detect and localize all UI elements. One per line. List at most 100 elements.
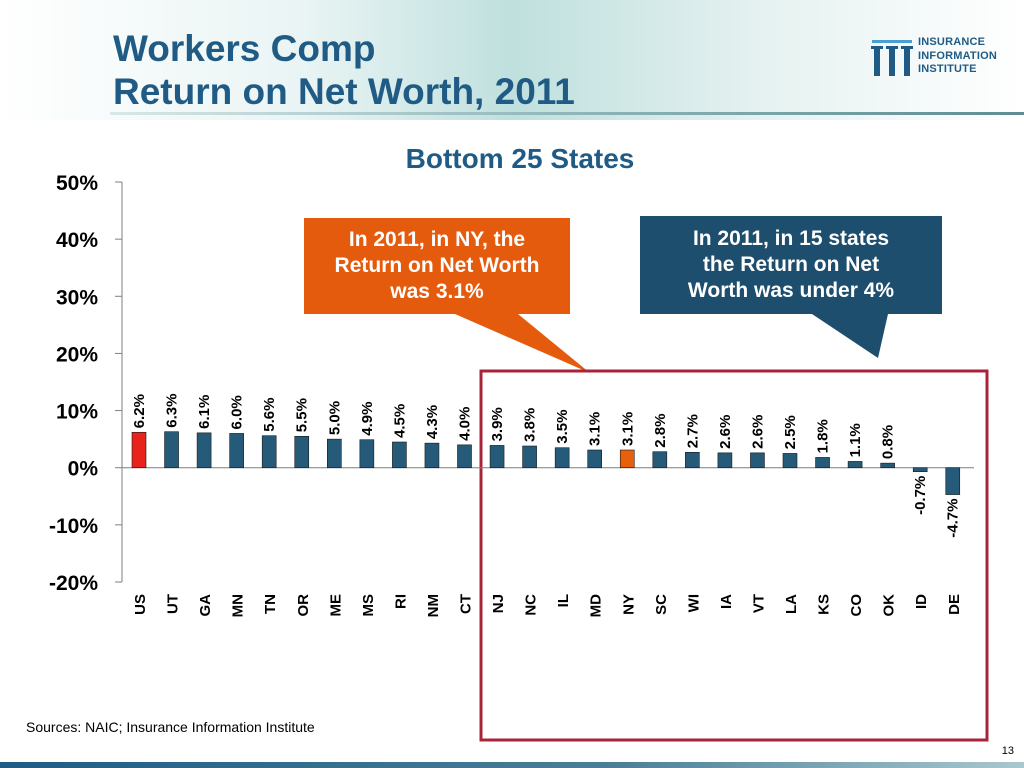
bar-ia <box>717 452 733 469</box>
x-tick-label-ny: NY <box>620 594 637 615</box>
logo-text: INSURANCE INFORMATION INSTITUTE <box>918 36 997 77</box>
data-label-nm: 4.3% <box>424 405 441 439</box>
bar-mn <box>229 433 244 469</box>
bar-vt <box>750 452 765 469</box>
header-band <box>0 0 1024 120</box>
x-tick-label-ga: GA <box>197 594 214 617</box>
data-label-nc: 3.8% <box>522 408 539 442</box>
x-tick-label-ri: RI <box>392 594 409 609</box>
data-label-md: 3.1% <box>587 412 604 446</box>
data-label-co: 1.1% <box>847 423 864 457</box>
callout-states-line-1: In 2011, in 15 states <box>692 227 890 250</box>
iii-logo: INSURANCE INFORMATION INSTITUTE <box>870 36 1020 78</box>
callout-ny-line-1: In 2011, in NY, the <box>348 228 526 251</box>
footer-bar <box>0 762 1024 768</box>
callout-states-line-3: Worth was under 4% <box>687 279 895 302</box>
data-label-ms: 4.9% <box>359 402 376 436</box>
bar-tn <box>261 435 277 469</box>
bar-md <box>587 449 603 469</box>
highlight-box <box>479 369 989 742</box>
x-tick-label-me: ME <box>327 594 344 617</box>
data-label-tn: 5.6% <box>261 398 278 432</box>
x-tick-label-co: CO <box>848 594 865 617</box>
bar-ga <box>196 432 212 469</box>
bar-ms <box>359 439 375 469</box>
callout-ny-line-3: was 3.1% <box>390 280 484 303</box>
data-label-mn: 6.0% <box>229 395 246 429</box>
bar-co <box>847 461 863 469</box>
y-tick-label: 20% <box>56 343 98 366</box>
y-tick-label: 40% <box>56 229 98 252</box>
data-label-me: 5.0% <box>326 401 343 435</box>
data-label-la: 2.5% <box>782 415 799 449</box>
x-tick-label-il: IL <box>555 594 572 607</box>
bar-nm <box>424 442 440 469</box>
x-tick-label-id: ID <box>913 594 930 609</box>
bar-or <box>294 435 310 469</box>
x-tick-label-de: DE <box>946 594 963 615</box>
data-label-ct: 4.0% <box>457 407 474 441</box>
bar-ut <box>164 431 179 469</box>
data-label-vt: 2.6% <box>749 415 766 449</box>
y-tick-label: -20% <box>49 572 98 595</box>
bar-de <box>945 467 961 495</box>
y-tick-label: -10% <box>49 515 98 538</box>
y-tick-label: 30% <box>56 286 98 309</box>
callout-ny-text: In 2011, in NY, the Return on Net Worth … <box>304 227 570 305</box>
bar-id <box>912 467 928 473</box>
callout-states-line-2: the Return on Net <box>702 253 880 276</box>
bar-ks <box>815 457 830 469</box>
x-tick-label-us: US <box>132 594 149 615</box>
x-tick-label-sc: SC <box>653 594 670 615</box>
bar-us <box>131 431 147 469</box>
data-label-il: 3.5% <box>554 410 571 444</box>
bar-ri <box>392 441 407 469</box>
logo-line-1: INSURANCE <box>918 36 986 48</box>
data-label-ga: 6.1% <box>196 395 213 429</box>
page-number: 13 <box>1001 745 1014 757</box>
x-tick-label-wi: WI <box>685 594 702 612</box>
data-label-ny: 3.1% <box>619 412 636 446</box>
x-tick-label-ok: OK <box>881 594 898 617</box>
header-rule <box>110 112 1024 115</box>
logo-line-2: INFORMATION <box>918 49 997 62</box>
bar-ny <box>619 449 635 469</box>
x-tick-label-md: MD <box>588 594 605 617</box>
x-tick-label-mn: MN <box>230 594 247 617</box>
title-line-1: Workers Comp <box>113 28 376 69</box>
chart-title: Bottom 25 States <box>405 143 635 174</box>
y-tick-label: 10% <box>56 401 98 424</box>
slide-title: Workers Comp Return on Net Worth, 2011 <box>113 27 575 113</box>
logo-mark-icon <box>871 40 913 76</box>
data-label-id: -0.7% <box>912 476 929 515</box>
bar-nc <box>522 445 537 469</box>
bar-il <box>554 447 570 469</box>
x-tick-label-ut: UT <box>165 594 182 614</box>
data-label-or: 5.5% <box>294 398 311 432</box>
data-label-ri: 4.5% <box>391 404 408 438</box>
x-tick-label-tn: TN <box>262 594 279 614</box>
data-label-ks: 1.8% <box>815 419 832 453</box>
y-tick-label: 0% <box>68 458 99 481</box>
x-tick-label-la: LA <box>783 594 800 614</box>
x-tick-label-nc: NC <box>523 594 540 616</box>
data-label-ok: 0.8% <box>880 425 897 459</box>
data-label-ut: 6.3% <box>164 394 181 428</box>
x-tick-label-ct: CT <box>458 594 475 614</box>
x-tick-label-ks: KS <box>816 594 833 615</box>
data-label-sc: 2.8% <box>652 414 669 448</box>
bar-ok <box>880 462 895 469</box>
bar-me <box>326 438 342 469</box>
bar-nj <box>489 445 505 469</box>
x-tick-label-ia: IA <box>718 594 735 609</box>
x-tick-label-ms: MS <box>360 594 377 617</box>
title-line-2: Return on Net Worth, 2011 <box>113 71 575 112</box>
callout-ny-box <box>304 218 590 373</box>
x-tick-label-nj: NJ <box>490 594 507 613</box>
logo-line-3: INSTITUTE <box>918 63 977 75</box>
callout-states-box <box>640 216 942 358</box>
data-label-ia: 2.6% <box>717 415 734 449</box>
bar-sc <box>652 451 668 469</box>
data-label-wi: 2.7% <box>684 414 701 448</box>
